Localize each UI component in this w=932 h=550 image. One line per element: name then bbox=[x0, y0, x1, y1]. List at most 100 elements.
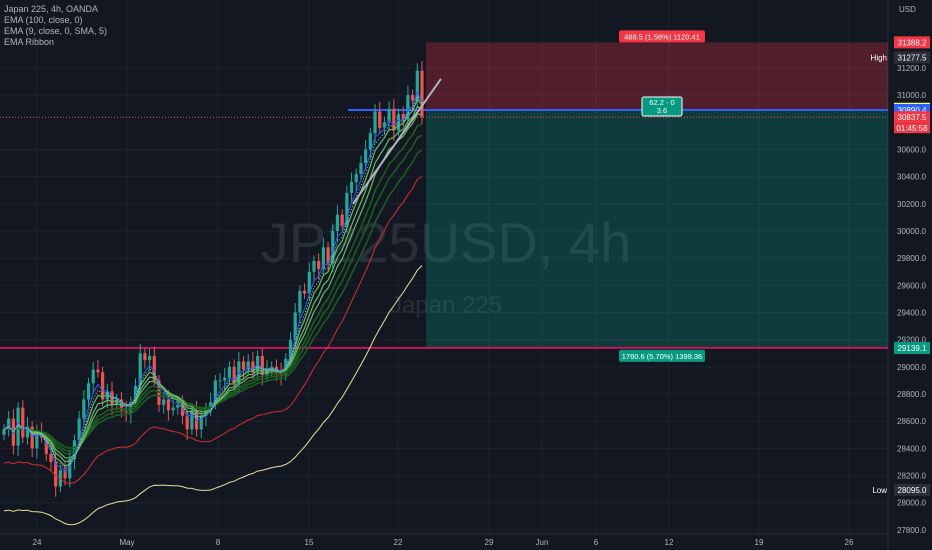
candle-body bbox=[340, 214, 344, 226]
ratio-label-2: 3.6 bbox=[657, 106, 667, 115]
y-tick-label: 28400.0 bbox=[897, 444, 926, 453]
ema-ribbon-line bbox=[3, 98, 423, 467]
y-tick-label: 29800.0 bbox=[897, 254, 926, 263]
entry-price-tag: 30890.4 bbox=[898, 106, 927, 115]
x-tick-label: 8 bbox=[216, 538, 221, 547]
candle-body bbox=[82, 399, 86, 419]
stop-label-bg bbox=[619, 30, 705, 43]
candle-body bbox=[302, 290, 307, 294]
candle-body bbox=[2, 429, 6, 435]
ema100-line bbox=[3, 265, 423, 526]
candle-body bbox=[345, 192, 349, 226]
y-tick-label: 28000.0 bbox=[897, 499, 926, 508]
candle-body bbox=[293, 312, 297, 340]
candle-body bbox=[387, 108, 391, 123]
candle-body bbox=[35, 432, 39, 449]
high-price-tag: 31277.5 bbox=[898, 53, 927, 62]
candle-body bbox=[143, 353, 147, 361]
trend-line bbox=[352, 78, 442, 205]
high-label: High bbox=[871, 53, 887, 62]
x-tick-label: 12 bbox=[665, 538, 674, 547]
y-tick-label: 30200.0 bbox=[897, 200, 926, 209]
y-tick-label: 28600.0 bbox=[897, 417, 926, 426]
candle-body bbox=[180, 404, 185, 416]
candle-body bbox=[354, 173, 358, 183]
candle-body bbox=[86, 383, 91, 400]
candle-body bbox=[133, 385, 138, 403]
candle-body bbox=[30, 426, 34, 449]
candle-body bbox=[54, 461, 58, 487]
candle-body bbox=[68, 459, 72, 479]
candle-body bbox=[364, 149, 368, 164]
candle-body bbox=[406, 95, 410, 120]
candle-body bbox=[218, 380, 222, 382]
stop-price-tag: 31388.2 bbox=[898, 38, 927, 47]
legend-ema100[interactable]: EMA (100, close, 0) bbox=[4, 15, 83, 25]
candle-body bbox=[77, 418, 81, 441]
candle-body bbox=[138, 353, 142, 386]
candle-body bbox=[378, 111, 382, 128]
target-price-tag: 29139.1 bbox=[898, 344, 927, 353]
candle-body bbox=[241, 361, 246, 370]
candle-body bbox=[199, 415, 203, 430]
candle-body bbox=[246, 361, 250, 370]
candle-body bbox=[335, 214, 340, 231]
candle-body bbox=[251, 361, 255, 373]
y-tick-label: 30600.0 bbox=[897, 145, 926, 154]
candle-body bbox=[190, 410, 194, 430]
candle-body bbox=[49, 453, 53, 462]
candle-body bbox=[115, 399, 119, 405]
candle-body bbox=[171, 407, 175, 411]
legend-ema-ribbon[interactable]: EMA Ribbon bbox=[4, 37, 55, 47]
candle-body bbox=[7, 418, 11, 430]
candle-body bbox=[147, 356, 152, 361]
candle-body bbox=[166, 399, 170, 411]
candle-body bbox=[288, 339, 293, 359]
x-tick-label: 29 bbox=[485, 538, 494, 547]
last-price-tag-sub-bg bbox=[894, 123, 930, 134]
candle-body bbox=[420, 70, 424, 117]
take-profit-zone bbox=[426, 110, 888, 348]
candle-body bbox=[312, 260, 316, 272]
candle-body bbox=[415, 70, 419, 101]
candle-body bbox=[58, 470, 62, 487]
candle-body bbox=[223, 377, 227, 381]
low-price-tag-bg bbox=[894, 483, 930, 496]
candle-body bbox=[63, 470, 67, 479]
candle-body bbox=[44, 437, 48, 454]
y-tick-label: 27800.0 bbox=[897, 526, 926, 535]
candle-body bbox=[91, 369, 95, 384]
ema-red-line bbox=[3, 176, 423, 485]
x-tick-label: 6 bbox=[594, 538, 599, 547]
candle-body bbox=[359, 163, 363, 174]
ratio-box bbox=[641, 96, 683, 117]
legend-symbol[interactable]: Japan 225, 4h, OANDA bbox=[4, 4, 99, 14]
candle-body bbox=[185, 415, 189, 430]
candle-body bbox=[25, 426, 30, 438]
y-tick-label: 30400.0 bbox=[897, 173, 926, 182]
candle-body bbox=[392, 108, 396, 131]
candle-body bbox=[326, 247, 330, 264]
last-price-tag: 30837.5 bbox=[898, 113, 927, 122]
x-tick-label: 26 bbox=[845, 538, 854, 547]
candle-body bbox=[232, 366, 236, 384]
y-tick-label: 30000.0 bbox=[897, 227, 926, 236]
candle-body bbox=[317, 260, 321, 270]
candle-body bbox=[152, 356, 156, 381]
target-price-tag-bg bbox=[894, 341, 930, 354]
candle-body bbox=[368, 133, 372, 150]
candle-body bbox=[411, 95, 415, 101]
candle-body bbox=[298, 290, 302, 313]
candle-body bbox=[209, 402, 213, 411]
candle-body bbox=[101, 372, 105, 400]
ratio-label-1: 62.2 - 0 bbox=[649, 98, 674, 107]
candle-body bbox=[373, 111, 377, 134]
legend-ema9[interactable]: EMA (9, close, 0, SMA, 5) bbox=[4, 26, 108, 36]
low-price-tag: 28095.0 bbox=[898, 486, 927, 495]
ema9-line bbox=[3, 90, 423, 473]
high-price-tag-bg bbox=[894, 51, 930, 64]
candle-body bbox=[321, 247, 325, 270]
last-price-tag-sub: 01:45:58 bbox=[896, 124, 928, 133]
candle-body bbox=[260, 356, 264, 376]
